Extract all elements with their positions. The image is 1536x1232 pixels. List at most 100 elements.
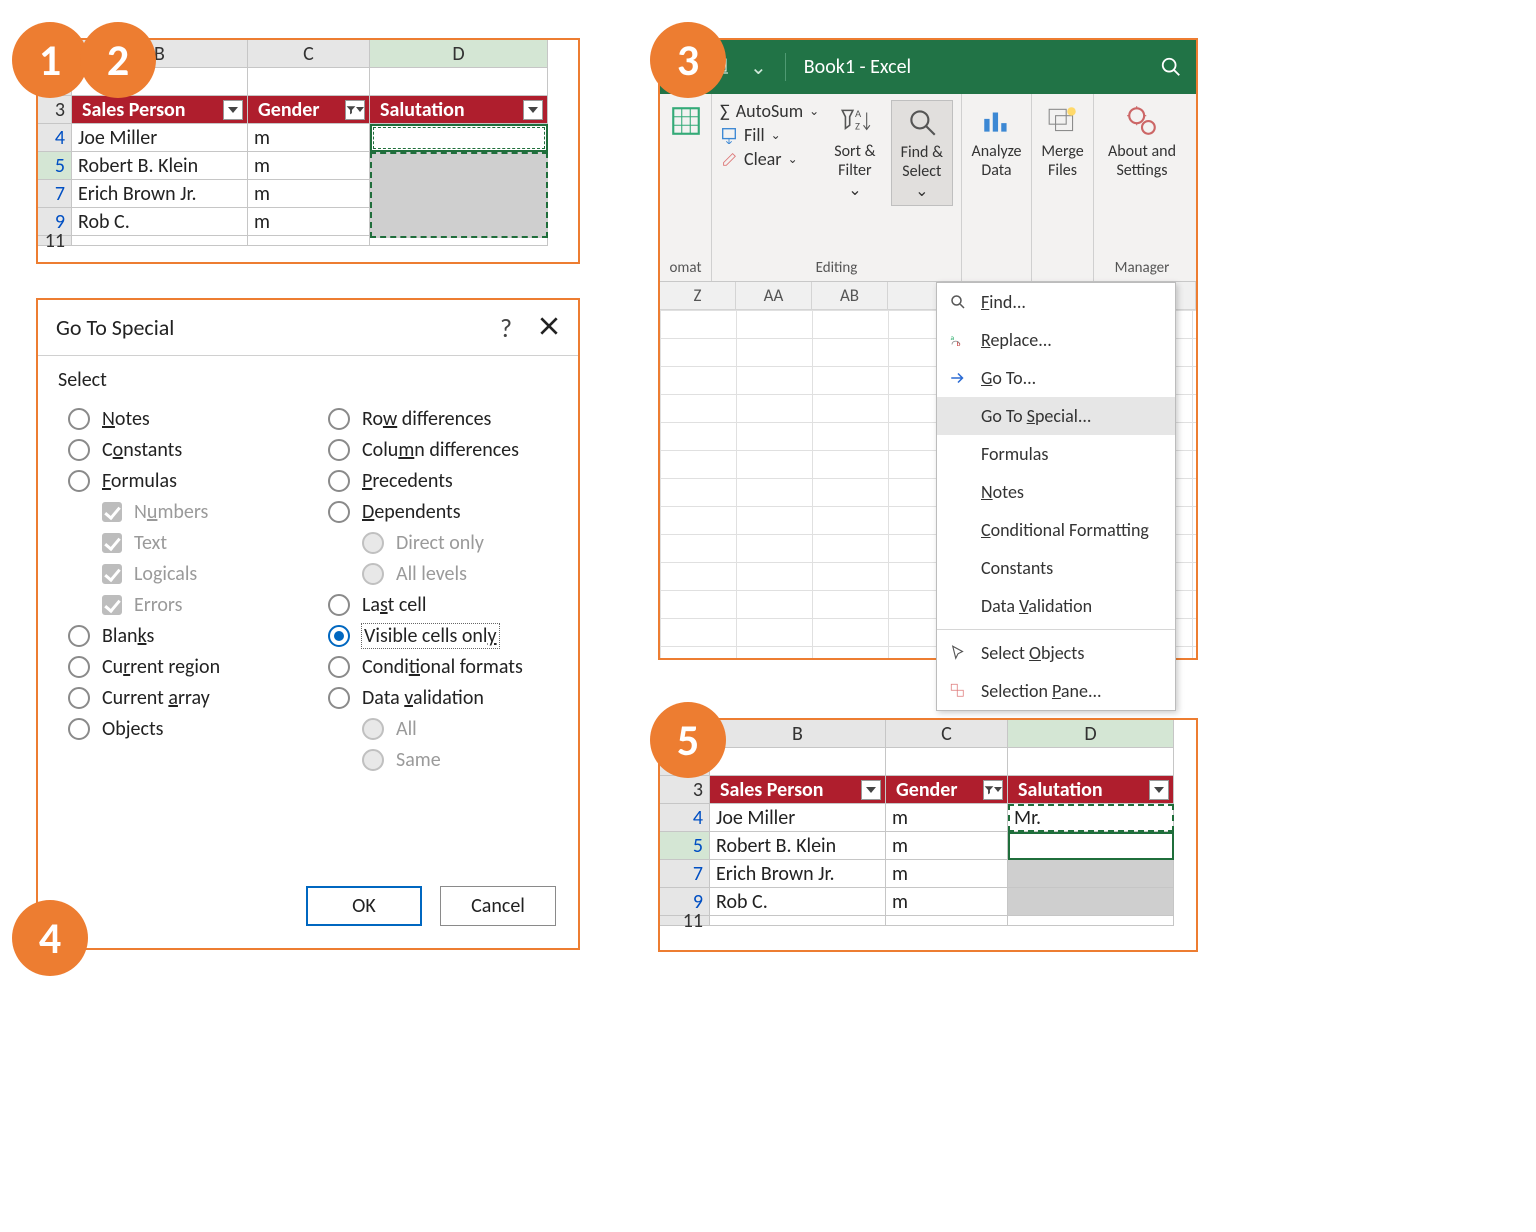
cell[interactable]	[248, 236, 370, 246]
row-header-3[interactable]: 3	[660, 776, 710, 804]
about-settings-button[interactable]: About and Settings	[1102, 100, 1182, 184]
cell[interactable]	[710, 916, 886, 926]
qa-chevron-icon[interactable]: ⌄	[750, 55, 767, 80]
filter-applied-icon[interactable]	[345, 100, 365, 120]
find-select-button[interactable]: Find &Select ⌄	[891, 100, 953, 206]
table-header-salutation[interactable]: Salutation	[1008, 776, 1174, 804]
radio-current-region[interactable]: Current region	[68, 655, 298, 679]
colhead[interactable]: Z	[660, 282, 736, 310]
help-button[interactable]: ?	[500, 312, 512, 344]
radio-visible-cells-only[interactable]: Visible cells only	[328, 624, 558, 648]
radio-notes[interactable]: Notes	[68, 407, 298, 431]
cancel-button[interactable]: Cancel	[440, 886, 556, 926]
row-header-5[interactable]: 5	[38, 152, 72, 180]
cell-b4[interactable]: Joe Miller	[72, 124, 248, 152]
row-header-11[interactable]: 11	[38, 236, 72, 246]
row-header-11[interactable]: 11	[660, 916, 710, 926]
cell[interactable]: Erich Brown Jr.	[710, 860, 886, 888]
col-header-b[interactable]: B	[710, 720, 886, 748]
filter-icon[interactable]	[523, 100, 543, 120]
table-header-sales-person[interactable]: Sales Person	[72, 96, 248, 124]
row-header-5[interactable]: 5	[660, 832, 710, 860]
cell[interactable]	[1008, 748, 1174, 776]
table-header-sales-person[interactable]: Sales Person	[710, 776, 886, 804]
menu-item-find-[interactable]: Find...	[937, 283, 1175, 321]
radio-constants[interactable]: Constants	[68, 438, 298, 462]
row-header-4[interactable]: 4	[660, 804, 710, 832]
cell[interactable]	[72, 236, 248, 246]
menu-item-go-to-special-[interactable]: Go To Special...	[937, 397, 1175, 435]
filter-applied-icon[interactable]	[983, 780, 1003, 800]
cell[interactable]	[1008, 860, 1174, 888]
cell[interactable]	[1008, 916, 1174, 926]
cell[interactable]: m	[886, 832, 1008, 860]
colhead[interactable]: AB	[812, 282, 888, 310]
radio-current-array[interactable]: Current array	[68, 686, 298, 710]
menu-item-notes[interactable]: Notes	[937, 473, 1175, 511]
table-header-gender[interactable]: Gender	[248, 96, 370, 124]
ok-button[interactable]: OK	[306, 886, 422, 926]
cell[interactable]	[886, 748, 1008, 776]
row-header-3[interactable]: 3	[38, 96, 72, 124]
clear-button[interactable]: Clear ⌄	[720, 148, 819, 170]
col-header-c[interactable]: C	[886, 720, 1008, 748]
analyze-data-button[interactable]: Analyze Data	[970, 100, 1023, 184]
menu-item-go-to-[interactable]: Go To...	[937, 359, 1175, 397]
row-header-7[interactable]: 7	[38, 180, 72, 208]
menu-item-data-validation[interactable]: Data Validation	[937, 587, 1175, 625]
menu-item-formulas[interactable]: Formulas	[937, 435, 1175, 473]
cell[interactable]: m	[886, 804, 1008, 832]
table-header-gender[interactable]: Gender	[886, 776, 1008, 804]
cell[interactable]	[710, 748, 886, 776]
menu-item-constants[interactable]: Constants	[937, 549, 1175, 587]
cell-c7[interactable]: m	[248, 180, 370, 208]
fill-button[interactable]: Fill ⌄	[720, 124, 819, 146]
menu-item-selection-pane-[interactable]: Selection Pane...	[937, 672, 1175, 710]
row-header-7[interactable]: 7	[660, 860, 710, 888]
filter-icon[interactable]	[861, 780, 881, 800]
cell-c5[interactable]: m	[248, 152, 370, 180]
radio-column-differences[interactable]: Column differences	[328, 438, 558, 462]
cell[interactable]	[1008, 888, 1174, 916]
cell[interactable]: Robert B. Klein	[710, 832, 886, 860]
menu-item-conditional-formatting[interactable]: Conditional Formatting	[937, 511, 1175, 549]
colhead[interactable]: AA	[736, 282, 812, 310]
menu-item-replace-[interactable]: abReplace...	[937, 321, 1175, 359]
radio-data-validation[interactable]: Data validation	[328, 686, 558, 710]
col-header-c[interactable]: C	[248, 40, 370, 68]
radio-precedents[interactable]: Precedents	[328, 469, 558, 493]
col-header-d[interactable]: D	[1008, 720, 1174, 748]
radio-blanks[interactable]: Blanks	[68, 624, 298, 648]
row-header-4[interactable]: 4	[38, 124, 72, 152]
cell[interactable]: m	[886, 860, 1008, 888]
search-icon[interactable]	[1160, 56, 1182, 78]
autosum-button[interactable]: ∑ AutoSum ⌄	[720, 100, 819, 122]
cell[interactable]	[886, 916, 1008, 926]
radio-formulas[interactable]: Formulas	[68, 469, 298, 493]
cell-c9[interactable]: m	[248, 208, 370, 236]
format-button[interactable]	[668, 100, 703, 142]
filter-icon[interactable]	[1149, 780, 1169, 800]
cell-b7[interactable]: Erich Brown Jr.	[72, 180, 248, 208]
menu-item-select-objects[interactable]: Select Objects	[937, 634, 1175, 672]
cell[interactable]: Rob C.	[710, 888, 886, 916]
radio-dependents[interactable]: Dependents	[328, 500, 558, 524]
radio-last-cell[interactable]: Last cell	[328, 593, 558, 617]
cell-d2[interactable]	[370, 68, 548, 96]
cell[interactable]: m	[886, 888, 1008, 916]
cell-b5[interactable]: Robert B. Klein	[72, 152, 248, 180]
radio-conditional-formats[interactable]: Conditional formats	[328, 655, 558, 679]
col-header-d[interactable]: D	[370, 40, 548, 68]
filter-icon[interactable]	[223, 100, 243, 120]
radio-objects[interactable]: Objects	[68, 717, 298, 741]
sort-filter-button[interactable]: AZ Sort &Filter ⌄	[827, 100, 883, 206]
merge-files-button[interactable]: Merge Files	[1040, 100, 1085, 184]
cell-c4[interactable]: m	[248, 124, 370, 152]
radio-row-differences[interactable]: Row differences	[328, 407, 558, 431]
cell-c2[interactable]	[248, 68, 370, 96]
table-header-salutation[interactable]: Salutation	[370, 96, 548, 124]
option-label: Same	[396, 748, 441, 772]
close-button[interactable]	[538, 312, 560, 344]
cell[interactable]: Joe Miller	[710, 804, 886, 832]
cell-b9[interactable]: Rob C.	[72, 208, 248, 236]
